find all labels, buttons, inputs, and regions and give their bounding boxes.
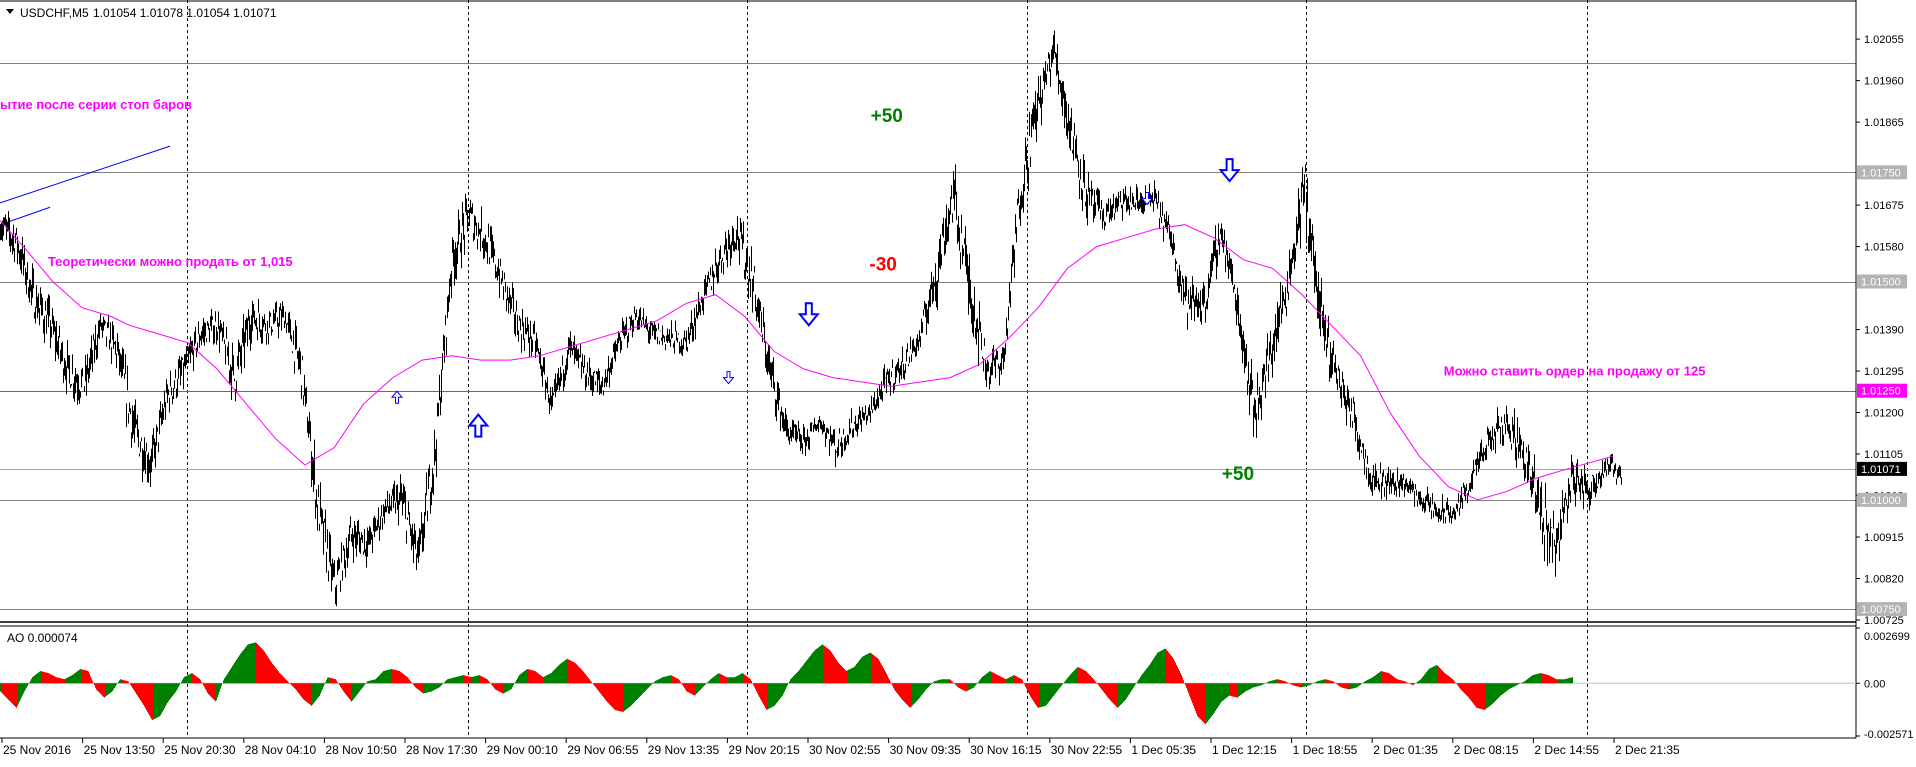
arrow-up-icon[interactable] bbox=[390, 390, 404, 404]
time-tick-label: 2 Dec 08:15 bbox=[1454, 743, 1519, 757]
ao-tick-label: -0.002571 bbox=[1864, 729, 1914, 741]
moving-average-line bbox=[0, 220, 1614, 501]
time-tick-label: 29 Nov 06:55 bbox=[567, 743, 639, 757]
price-tick-label: 1.01250 bbox=[1861, 386, 1901, 398]
ao-histogram bbox=[0, 642, 1573, 725]
chart-annotation[interactable]: -30 bbox=[869, 255, 896, 276]
chart-annotations[interactable]: ытие после серии стоп баров Теоретически … bbox=[0, 97, 1705, 485]
current-price-tag bbox=[1857, 461, 1907, 476]
arrow-up-icon[interactable] bbox=[467, 413, 490, 438]
time-tick-label: 30 Nov 16:15 bbox=[970, 743, 1042, 757]
price-grid bbox=[187, 0, 1588, 738]
price-tick-label: 1.01500 bbox=[1861, 277, 1901, 289]
time-tick-label: 30 Nov 09:35 bbox=[890, 743, 962, 757]
time-tick-label: 2 Dec 14:55 bbox=[1534, 743, 1599, 757]
time-tick-label: 25 Nov 20:30 bbox=[164, 743, 236, 757]
price-tick-label: 1.01865 bbox=[1864, 117, 1904, 129]
time-tick-label: 1 Dec 05:35 bbox=[1131, 743, 1196, 757]
arrow-down-icon[interactable] bbox=[797, 302, 820, 327]
arrow-down-icon[interactable] bbox=[722, 371, 735, 385]
time-tick-label: 25 Nov 2016 bbox=[3, 743, 71, 757]
price-tick-label: 1.01390 bbox=[1864, 325, 1904, 337]
time-tick-label: 1 Dec 18:55 bbox=[1293, 743, 1358, 757]
ao-up-bars bbox=[0, 642, 1573, 723]
time-axis[interactable]: 25 Nov 2016 25 Nov 13:50 25 Nov 20:30 28 No… bbox=[1, 738, 1680, 757]
time-tick-label: 2 Dec 01:35 bbox=[1373, 743, 1438, 757]
level-price-tag bbox=[1857, 274, 1907, 289]
price-bar-series bbox=[0, 30, 1622, 607]
price-axis[interactable]: 1.02055 1.01960 1.01865 1.01750 1.01675 1.015… bbox=[1856, 34, 1907, 627]
arrow-down-icon[interactable] bbox=[1218, 158, 1241, 183]
time-tick-label: 29 Nov 13:35 bbox=[648, 743, 720, 757]
chart-annotation[interactable]: Можно ставить ордер на продажу от 125 bbox=[1444, 363, 1706, 378]
time-tick-label: 28 Nov 17:30 bbox=[406, 743, 478, 757]
price-tick-label: 1.02055 bbox=[1864, 34, 1904, 46]
arrow-down-icon[interactable] bbox=[1140, 192, 1154, 206]
time-tick-label: 30 Nov 02:55 bbox=[809, 743, 881, 757]
ao-axis: 0.002699 0.00 -0.002571 bbox=[1856, 627, 1914, 741]
price-bars bbox=[0, 30, 1622, 607]
price-tick-label: 1.01960 bbox=[1864, 76, 1904, 88]
time-tick-label: 29 Nov 20:15 bbox=[728, 743, 800, 757]
level-price-tag bbox=[1857, 492, 1907, 507]
price-tick-label: 1.01200 bbox=[1864, 408, 1904, 420]
ao-down-bars bbox=[1, 643, 1558, 725]
ao-label: AO 0.000074 bbox=[7, 631, 78, 645]
time-tick-label: 25 Nov 13:50 bbox=[84, 743, 156, 757]
time-tick-label: 28 Nov 10:50 bbox=[325, 743, 397, 757]
price-tick-label: 1.00725 bbox=[1864, 615, 1904, 627]
level-price-tag bbox=[1857, 602, 1907, 617]
price-tick-label: 1.01105 bbox=[1864, 449, 1903, 461]
level-price-tag bbox=[1857, 165, 1907, 180]
price-tick-label: 1.00915 bbox=[1864, 532, 1904, 544]
chart-annotation[interactable]: ытие после серии стоп баров bbox=[0, 97, 192, 112]
time-tick-label: 28 Nov 04:10 bbox=[245, 743, 317, 757]
price-tick-label: 1.01295 bbox=[1864, 366, 1904, 378]
price-tick-label: 1.01580 bbox=[1864, 242, 1904, 254]
chart-annotation[interactable]: Теоретически можно продать от 1,015 bbox=[48, 254, 293, 269]
price-tick-label: 1.00750 bbox=[1861, 604, 1901, 616]
trendline-upper[interactable] bbox=[0, 145, 171, 204]
horizontal-levels bbox=[0, 63, 1856, 610]
time-tick-label: 30 Nov 22:55 bbox=[1051, 743, 1123, 757]
symbol-label: USDCHF,M5 bbox=[20, 6, 89, 20]
level-price-tag bbox=[1857, 383, 1907, 398]
ao-tick-label: 0.002699 bbox=[1864, 631, 1910, 643]
time-tick-label: 1 Dec 12:15 bbox=[1212, 743, 1277, 757]
ao-tick-label: 0.00 bbox=[1864, 678, 1885, 690]
time-tick-label: 2 Dec 21:35 bbox=[1615, 743, 1680, 757]
price-tick-label: 1.01071 bbox=[1861, 464, 1901, 476]
price-tick-label: 1.01750 bbox=[1861, 167, 1901, 179]
chart-annotation[interactable]: +50 bbox=[1222, 464, 1254, 485]
signal-arrows[interactable] bbox=[390, 158, 1241, 438]
price-tick-label: 1.01000 bbox=[1861, 495, 1901, 507]
time-tick-label: 29 Nov 00:10 bbox=[487, 743, 559, 757]
price-tick-label: 1.01675 bbox=[1864, 200, 1904, 212]
chevron-down-icon[interactable] bbox=[6, 9, 14, 14]
moving-average-polyline bbox=[0, 220, 1614, 501]
chart-annotation[interactable]: +50 bbox=[871, 106, 903, 127]
ohlc-readout: 1.01054 1.01078 1.01054 1.01071 bbox=[93, 6, 277, 20]
price-tick-label: 1.00820 bbox=[1864, 574, 1904, 586]
